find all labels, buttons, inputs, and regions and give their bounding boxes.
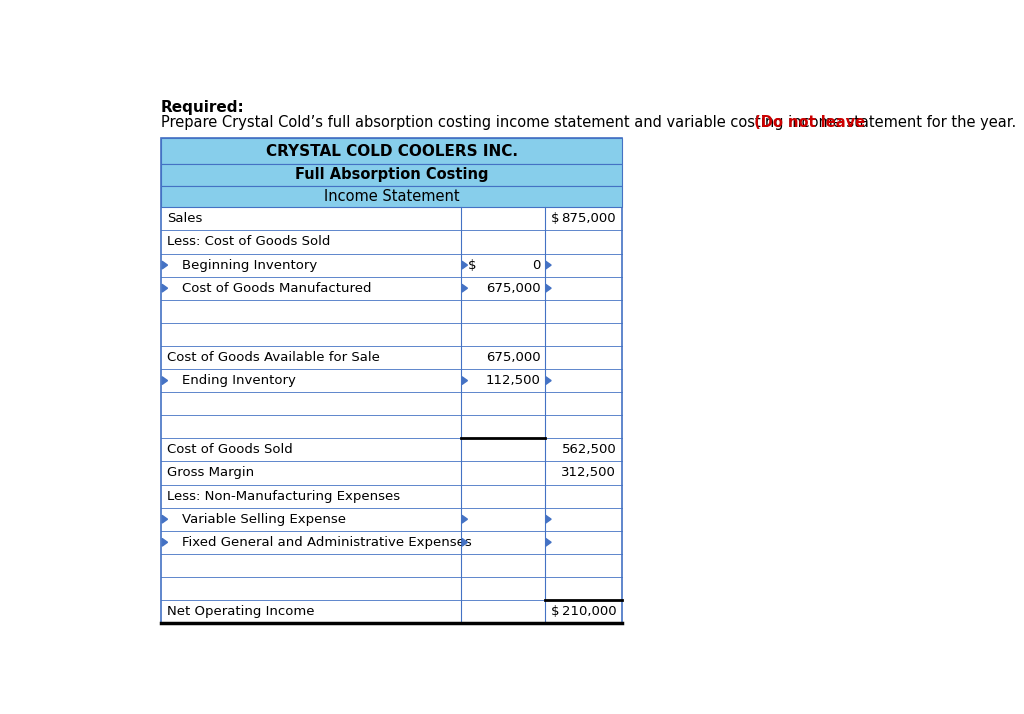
- Text: 210,000: 210,000: [561, 605, 616, 618]
- Text: Less: Non-Manufacturing Expenses: Less: Non-Manufacturing Expenses: [167, 490, 400, 503]
- Polygon shape: [462, 377, 467, 384]
- Text: 562,500: 562,500: [561, 443, 616, 456]
- Text: Net Operating Income: Net Operating Income: [167, 605, 314, 618]
- Text: 675,000: 675,000: [485, 282, 541, 295]
- Text: Fixed General and Administrative Expenses: Fixed General and Administrative Expense…: [182, 536, 472, 549]
- Text: Cost of Goods Sold: Cost of Goods Sold: [167, 443, 293, 456]
- Bar: [161, 138, 623, 623]
- Polygon shape: [462, 261, 467, 269]
- Text: Gross Margin: Gross Margin: [167, 466, 254, 480]
- Text: 0: 0: [531, 258, 541, 271]
- Polygon shape: [462, 516, 467, 523]
- Text: (Do not leave: (Do not leave: [749, 115, 865, 130]
- Polygon shape: [462, 538, 467, 546]
- Polygon shape: [546, 284, 551, 292]
- Text: Full Absorption Costing: Full Absorption Costing: [295, 168, 488, 183]
- Text: 875,000: 875,000: [561, 212, 616, 226]
- Bar: [161, 164, 623, 186]
- Text: Less: Cost of Goods Sold: Less: Cost of Goods Sold: [167, 236, 330, 248]
- Polygon shape: [162, 516, 168, 523]
- Text: Ending Inventory: Ending Inventory: [182, 374, 296, 387]
- Polygon shape: [546, 538, 551, 546]
- Polygon shape: [546, 377, 551, 384]
- Text: Variable Selling Expense: Variable Selling Expense: [182, 513, 346, 526]
- Polygon shape: [546, 261, 551, 269]
- Text: 312,500: 312,500: [561, 466, 616, 480]
- Text: Cost of Goods Available for Sale: Cost of Goods Available for Sale: [167, 351, 380, 364]
- Text: Prepare Crystal Cold’s full absorption costing income statement and variable cos: Prepare Crystal Cold’s full absorption c…: [161, 115, 1016, 130]
- Text: $: $: [551, 212, 560, 226]
- Text: CRYSTAL COLD COOLERS INC.: CRYSTAL COLD COOLERS INC.: [265, 144, 517, 159]
- Text: 112,500: 112,500: [485, 374, 541, 387]
- Text: Sales: Sales: [167, 212, 202, 226]
- Polygon shape: [162, 538, 168, 546]
- Text: $: $: [551, 605, 560, 618]
- Bar: [161, 138, 623, 164]
- Polygon shape: [162, 261, 168, 269]
- Polygon shape: [546, 516, 551, 523]
- Text: Beginning Inventory: Beginning Inventory: [182, 258, 317, 271]
- Text: Cost of Goods Manufactured: Cost of Goods Manufactured: [182, 282, 372, 295]
- Text: Required:: Required:: [161, 99, 245, 114]
- Polygon shape: [462, 284, 467, 292]
- Text: Income Statement: Income Statement: [324, 189, 460, 204]
- Polygon shape: [162, 284, 168, 292]
- Polygon shape: [162, 377, 168, 384]
- Text: 675,000: 675,000: [485, 351, 541, 364]
- Text: $: $: [467, 258, 476, 271]
- Bar: [161, 186, 623, 207]
